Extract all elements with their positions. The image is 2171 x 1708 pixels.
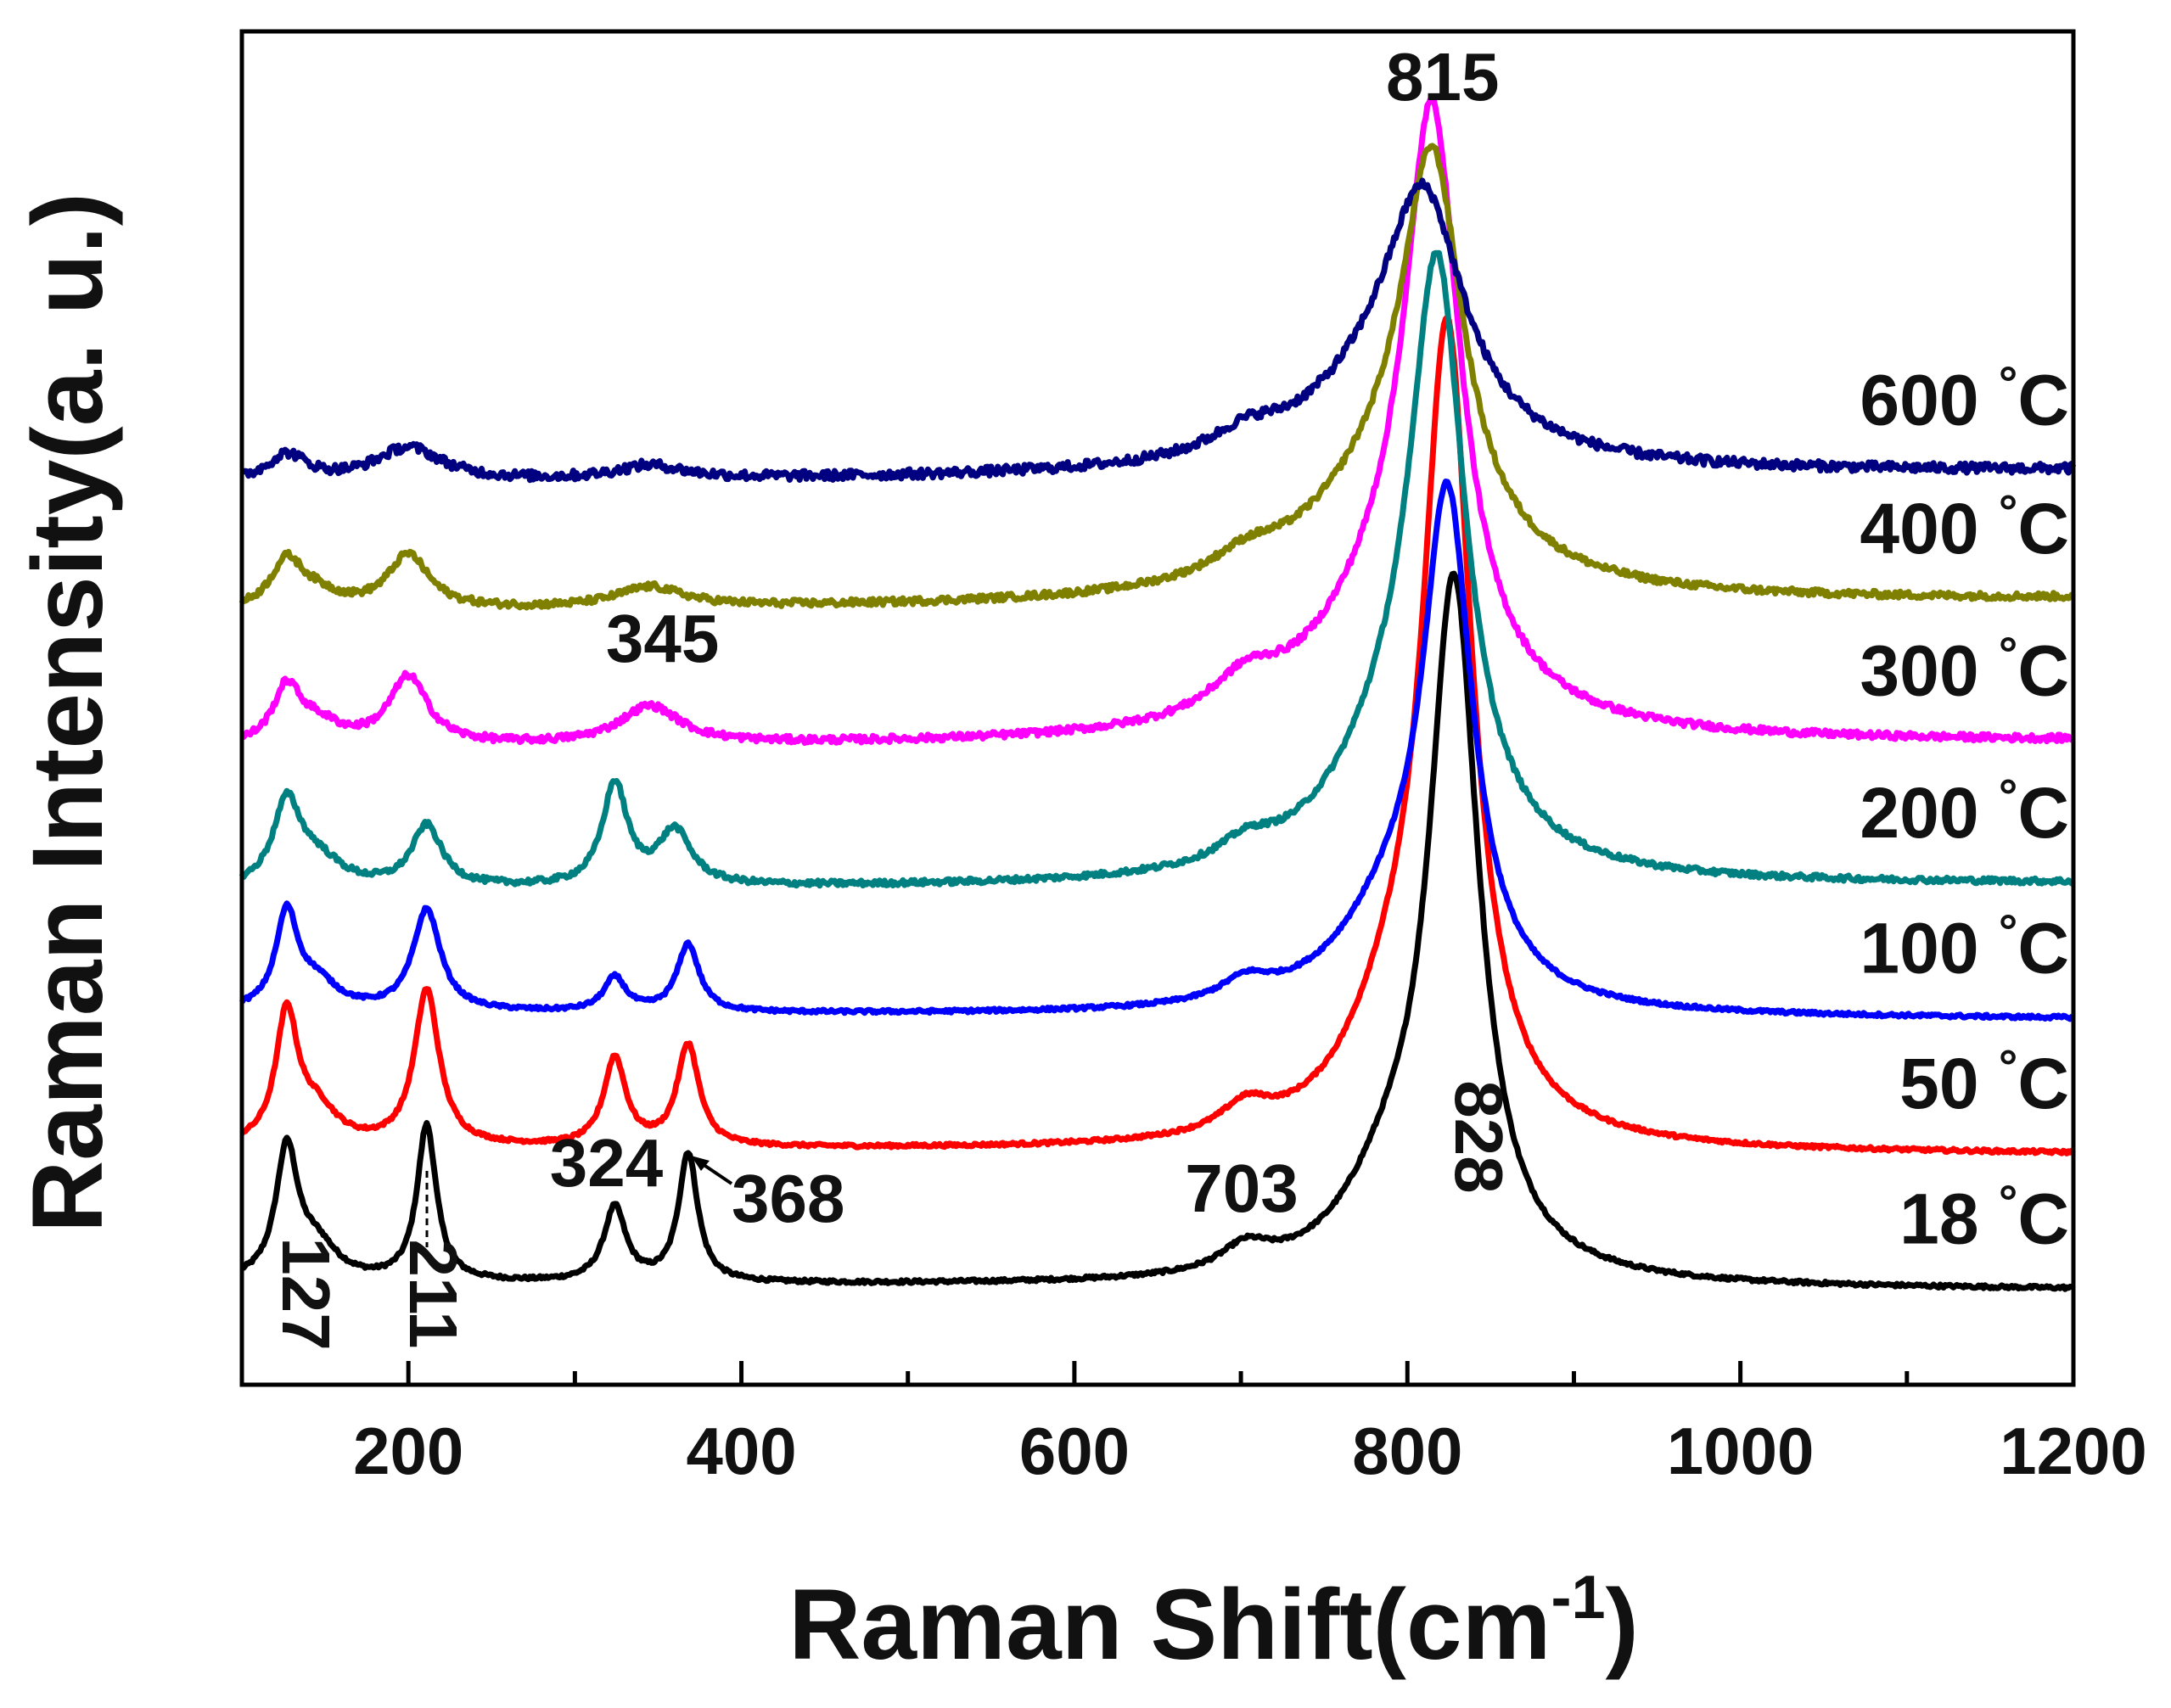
series-group xyxy=(238,94,2077,1292)
peak-label-127: 127 xyxy=(268,1237,344,1350)
peak-label-703: 703 xyxy=(1185,1151,1298,1226)
peak-annotations: 815 345 324 368 703 828 127 211 xyxy=(268,39,1517,1351)
peak-368-arrow xyxy=(691,1156,733,1185)
peak-label-368: 368 xyxy=(732,1161,844,1236)
series-line-100 xyxy=(238,479,2075,1022)
x-axis-title-close: ) xyxy=(1606,1569,1639,1681)
x-axis-title-superscript: -1 xyxy=(1551,1564,1605,1632)
series-line-50 xyxy=(239,314,2076,1156)
x-axis-title-main: Raman Shift(cm xyxy=(788,1569,1551,1681)
peak-label-345: 345 xyxy=(606,601,719,676)
peak-label-324: 324 xyxy=(550,1125,664,1201)
temp-label-50: 50 °C xyxy=(1899,1039,2069,1123)
x-tick-label: 800 xyxy=(1352,1414,1462,1488)
peak-label-211: 211 xyxy=(395,1239,471,1348)
series-line-600 xyxy=(240,177,2077,484)
temp-label-200: 200 °C xyxy=(1860,769,2069,853)
peak-label-815: 815 xyxy=(1386,39,1499,115)
series-line-300 xyxy=(239,94,2075,746)
series-line-200 xyxy=(238,249,2076,889)
temp-label-400: 400 °C xyxy=(1860,484,2069,568)
temp-label-600: 600 °C xyxy=(1860,356,2069,440)
series-line-18 xyxy=(240,570,2075,1292)
x-tick-label: 400 xyxy=(686,1414,796,1488)
x-tick-label: 600 xyxy=(1019,1414,1130,1488)
temp-label-100: 100 °C xyxy=(1860,904,2069,988)
plot-frame xyxy=(239,29,2076,1387)
x-ticks: 200 400 600 800 1000 1200 xyxy=(239,1361,2147,1488)
temp-label-18: 18 °C xyxy=(1899,1174,2069,1258)
peak-label-828: 828 xyxy=(1441,1080,1517,1193)
x-tick-label: 1200 xyxy=(2000,1414,2147,1488)
series-line-400 xyxy=(238,143,2075,611)
y-axis-title: Raman Intensity(a. u.) xyxy=(12,193,124,1233)
temp-label-300: 300 °C xyxy=(1860,626,2069,710)
x-tick-label: 1000 xyxy=(1667,1414,1815,1488)
temperature-labels: 18 °C 50 °C 100 °C 200 °C 300 °C 400 °C 600 °C xyxy=(1860,356,2069,1258)
x-axis-title: Raman Shift(cm-1) xyxy=(788,1564,1639,1681)
x-tick-label: 200 xyxy=(353,1414,463,1488)
